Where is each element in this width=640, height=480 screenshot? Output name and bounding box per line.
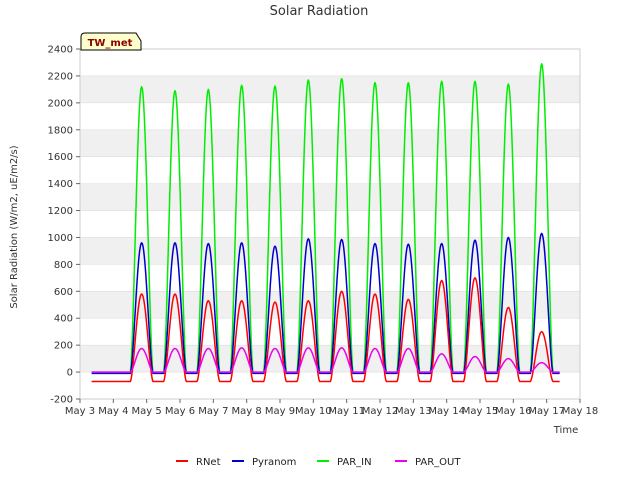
grid-band bbox=[80, 75, 580, 103]
x-tick-label: May 10 bbox=[295, 406, 332, 417]
x-tick-label: May 14 bbox=[428, 406, 465, 417]
site-label-text: TW_met bbox=[88, 38, 133, 49]
x-tick-label: May 12 bbox=[362, 406, 399, 417]
y-tick-label: 2200 bbox=[48, 71, 73, 82]
grid-band bbox=[80, 183, 580, 211]
series-lines bbox=[91, 63, 560, 383]
y-tick-label: 1800 bbox=[48, 125, 73, 136]
grid-band bbox=[80, 291, 580, 319]
x-tick-label: May 6 bbox=[165, 406, 195, 417]
x-tick-label: May 11 bbox=[328, 406, 365, 417]
x-tick-label: May 7 bbox=[198, 406, 228, 417]
x-tick-label: May 13 bbox=[395, 406, 432, 417]
legend-label-par_out: PAR_OUT bbox=[415, 457, 461, 468]
plot-background bbox=[80, 49, 580, 399]
site-label-tag-shape bbox=[80, 32, 142, 51]
chart-title: Solar Radiation bbox=[270, 4, 369, 19]
plot-area bbox=[79, 48, 581, 400]
y-tick-label: 1400 bbox=[48, 179, 73, 190]
legend-label-rnet: RNet bbox=[196, 457, 221, 468]
legend: RNet Pyranom PAR_IN PAR_OUT bbox=[176, 457, 461, 468]
y-tick-label: 1600 bbox=[48, 152, 73, 163]
y-axis-ticks: -200 0 200 400 600 800 1000 1200 1400 1600 1800 200… bbox=[48, 45, 80, 406]
x-axis-ticks: May 3 May 4 May 5 May 6 May 7 May 8 May 9 May 1… bbox=[65, 399, 598, 417]
legend-label-par_in: PAR_IN bbox=[337, 457, 372, 468]
grid-band bbox=[80, 129, 580, 157]
y-tick-label: 400 bbox=[54, 314, 73, 325]
y-axis-title: Solar Radiation (W/m2, uE/m2/s) bbox=[9, 145, 20, 308]
y-tick-label: 2400 bbox=[48, 45, 73, 56]
site-label-box: TW_met bbox=[80, 32, 142, 51]
x-tick-label: May 18 bbox=[562, 406, 599, 417]
x-tick-label: May 8 bbox=[232, 406, 262, 417]
x-tick-label: May 4 bbox=[98, 406, 128, 417]
grid-band bbox=[80, 345, 580, 373]
y-tick-label: 1000 bbox=[48, 233, 73, 244]
series-line-rnet bbox=[91, 277, 560, 383]
y-tick-label: 200 bbox=[54, 341, 73, 352]
y-tick-label: 0 bbox=[67, 368, 73, 379]
legend-label-pyranom: Pyranom bbox=[252, 457, 296, 468]
y-tick-label: 1200 bbox=[48, 206, 73, 217]
series-line-pyranom bbox=[91, 232, 560, 375]
plot-frame bbox=[79, 48, 581, 400]
x-tick-label: May 5 bbox=[132, 406, 162, 417]
y-tick-label: 2000 bbox=[48, 98, 73, 109]
y-tick-label: -200 bbox=[50, 395, 73, 406]
x-tick-label: May 16 bbox=[495, 406, 532, 417]
x-axis-title: Time bbox=[553, 425, 578, 436]
x-tick-label: May 9 bbox=[265, 406, 295, 417]
x-tick-label: May 15 bbox=[462, 406, 499, 417]
y-tick-label: 800 bbox=[54, 260, 73, 271]
grid-band bbox=[80, 237, 580, 265]
series-line-par_out bbox=[91, 347, 560, 373]
x-tick-label: May 3 bbox=[65, 406, 95, 417]
x-tick-label: May 17 bbox=[528, 406, 565, 417]
y-tick-label: 600 bbox=[54, 287, 73, 298]
